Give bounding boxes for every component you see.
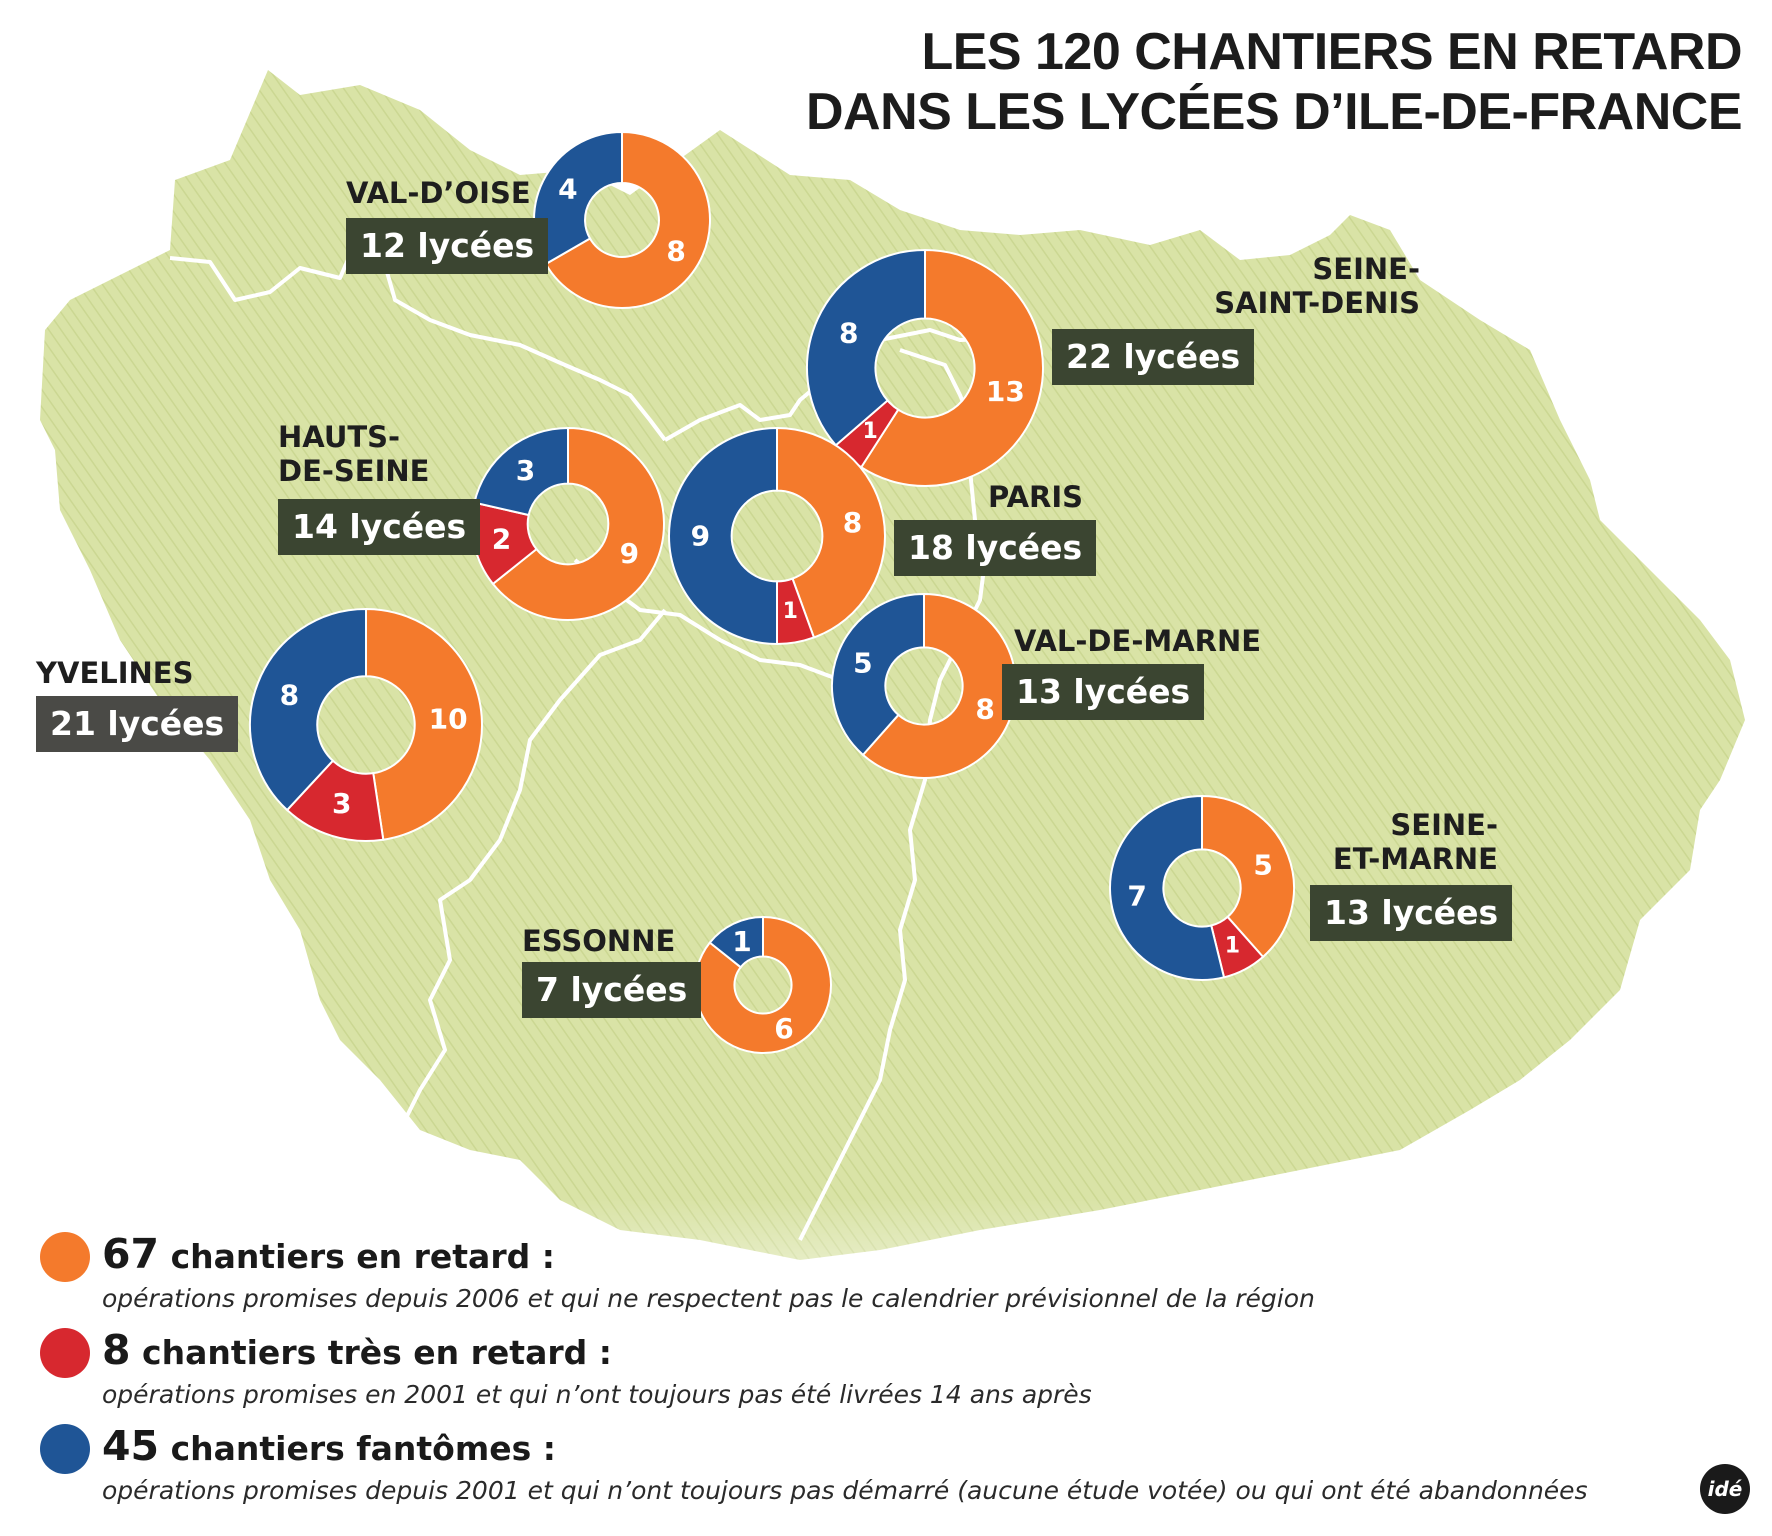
donut-value-label: 8 [975,693,994,726]
donut-value-label: 9 [691,520,710,553]
legend-head: 8 chantiers très en retard : [102,1326,612,1374]
legend-swatch [40,1424,90,1474]
legend-description: opérations promises en 2001 et qui n’ont… [102,1380,1092,1409]
donut-value-label: 3 [516,454,535,487]
legend-number: 8 [102,1326,131,1374]
donut-slice-fantomes [1109,794,1226,981]
donut-slice-fantomes [249,607,367,812]
donut-value-label: 6 [774,1012,793,1045]
donut-hauts-de-seine: 9 2 3 [471,426,665,621]
donut-paris: 8 1 9 [668,426,886,646]
donut-slice-retard [861,592,1017,779]
legend-head: 45 chantiers fantômes : [102,1422,556,1470]
donut-value-label: 10 [429,702,468,735]
legend-head: 67 chantiers en retard : [102,1230,555,1278]
dep-name-paris: PARIS [988,480,1084,514]
donut-slice-retard [544,130,711,309]
donut-slice-fantomes [668,426,778,646]
donut-seine-et-marne: 5 1 7 [1109,794,1295,981]
donut-value-label: 1 [732,925,751,958]
dep-count-seine-et-marne: 13 lycées [1310,885,1513,941]
donut-val-d-oise: 84 [533,130,711,309]
donut-slice-retard [859,248,1044,487]
donut-value-label: 9 [620,537,639,570]
title-line-2: DANS LES LYCÉES D’ILE-DE-FRANCE [805,83,1743,141]
donut-value-label: 5 [1253,848,1272,881]
dep-count-yvelines: 21 lycées [36,696,239,752]
donut-slice-retard [491,426,665,621]
legend-label: chantiers en retard : [170,1237,555,1276]
donut-value-label: 1 [862,419,877,444]
dep-name-hauts-de-seine: HAUTS- DE-SEINE [278,420,430,488]
legend-number: 67 [102,1230,160,1278]
donut-value-label: 13 [986,375,1025,408]
page-title: LES 120 CHANTIERS EN RETARD DANS LES LYC… [805,22,1743,142]
donut-slice-fantomes [708,915,764,969]
dep-name-val-de-marne: VAL-DE-MARNE [1014,624,1262,658]
donut-slice-fantomes [831,592,925,757]
ide-logo: idé [1700,1464,1750,1514]
donut-value-label: 2 [492,523,511,556]
donut-value-label: 3 [332,787,351,820]
dep-name-line: SAINT-DENIS [1214,286,1420,320]
donut-slice-retard [365,607,483,841]
legend-description: opérations promises depuis 2006 et qui n… [102,1284,1315,1313]
donut-value-label: 1 [1225,933,1240,958]
dep-count-paris: 18 lycées [894,520,1097,576]
dep-count-seine-saint-denis: 22 lycées [1052,329,1255,385]
donut-value-label: 8 [666,235,685,268]
dep-name-seine-et-marne: SEINE- ET-MARNE [1330,808,1498,876]
donut-value-label: 8 [839,317,858,350]
legend-swatch [40,1232,90,1282]
dep-name-yvelines: YVELINES [36,656,194,690]
title-line-1: LES 120 CHANTIERS EN RETARD [921,23,1742,81]
donut-yvelines: 10 3 8 [249,607,483,842]
donut-value-label: 8 [843,506,862,539]
dep-count-val-de-marne: 13 lycées [1002,664,1205,720]
legend-label: chantiers très en retard : [142,1333,612,1372]
legend-number: 45 [102,1422,160,1470]
donut-value-label: 7 [1127,879,1146,912]
donut-slice-fantomes [473,426,569,517]
donut-slice-fantomes [533,130,623,266]
donut-value-label: 8 [280,678,299,711]
legend-description: opérations promises depuis 2001 et qui n… [102,1476,1588,1505]
dep-name-line: SEINE- [1312,252,1420,286]
dep-count-val-doise: 12 lycées [346,218,549,274]
donut-slice-fantomes [806,248,926,447]
donut-val-de-marne: 85 [831,592,1017,779]
donut-slice-retard [1201,794,1295,959]
legend-label: chantiers fantômes : [170,1429,556,1468]
dep-name-line: ET-MARNE [1332,842,1498,876]
dep-count-essonne: 7 lycées [522,962,702,1018]
dep-name-line: HAUTS- [278,420,401,454]
donut-value-label: 5 [853,646,872,679]
dep-name-seine-saint-denis: SEINE- SAINT-DENIS [1170,252,1420,320]
dep-count-hauts-de-seine: 14 lycées [278,499,481,555]
donut-value-label: 4 [558,172,577,205]
donut-slice-retard [776,426,886,639]
donut-seine-saint-denis: 13 1 8 [806,248,1044,487]
donut-value-label: 1 [783,599,798,624]
dep-name-val-doise: VAL-D’OISE [346,176,531,210]
dep-name-line: SEINE- [1390,808,1498,842]
dep-name-essonne: ESSONNE [522,924,676,958]
dep-name-line: DE-SEINE [278,454,430,488]
legend-swatch [40,1328,90,1378]
